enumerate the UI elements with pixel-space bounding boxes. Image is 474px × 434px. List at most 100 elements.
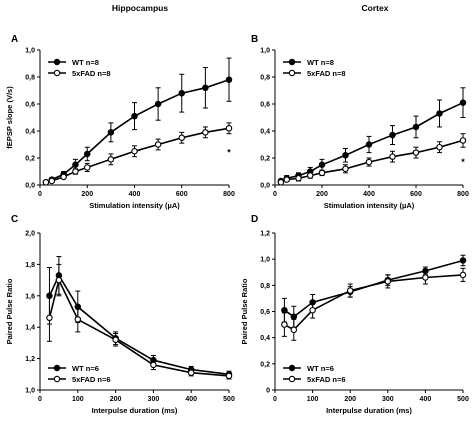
x-tick-label: 0 (273, 396, 277, 403)
panel-letter-b: B (251, 34, 258, 45)
y-tick-label: 1,6 (25, 293, 35, 300)
y-tick-label: 0,8 (25, 75, 35, 82)
data-point (131, 112, 138, 120)
data-point (46, 314, 53, 322)
y-tick-label: 1,2 (260, 231, 270, 238)
y-tick-label: 1,0 (25, 48, 35, 55)
data-point (154, 100, 162, 108)
legend-marker (53, 364, 61, 372)
legend: WT n=8 5xFAD n=8 (283, 58, 346, 78)
x-tick-label: 100 (307, 396, 319, 403)
data-point (281, 306, 288, 314)
data-point (290, 313, 298, 320)
y-tick-label: 1,0 (260, 257, 270, 264)
y-tick-label: 2,0 (25, 231, 35, 238)
series-5xfad (277, 133, 467, 186)
x-tick-label: 0 (273, 191, 277, 198)
significance-asterisk: * (461, 157, 465, 167)
x-tick-label: 100 (72, 396, 84, 403)
data-point (459, 99, 467, 106)
series-wt (46, 256, 233, 378)
data-point (412, 149, 420, 156)
data-point (72, 161, 79, 169)
x-tick-label: 200 (81, 191, 93, 198)
data-point (48, 177, 56, 185)
data-point (225, 76, 233, 83)
data-point (412, 123, 420, 131)
legend: WT n=6 5xFAD n=6 (283, 364, 346, 384)
x-tick-label: 500 (223, 396, 235, 403)
x-axis-title: Interpulse duration (ms) (92, 406, 178, 415)
y-tick-label: 0 (266, 388, 270, 395)
y-tick-label: 0,4 (260, 335, 270, 342)
x-axis-title: Stimulation intensity (µA) (89, 201, 180, 210)
legend-marker (53, 375, 61, 383)
x-tick-label: 300 (382, 396, 394, 403)
panel-letter-d: D (251, 214, 258, 225)
x-tick-label: 200 (316, 191, 328, 198)
data-point (306, 172, 314, 179)
x-axis-title: Stimulation intensity (µA) (324, 201, 415, 210)
legend-label: 5xFAD n=6 (307, 375, 346, 384)
column-header-cortex: Cortex (362, 3, 389, 13)
x-tick-label: 500 (457, 396, 469, 403)
data-point (178, 134, 186, 142)
x-tick-label: 400 (363, 191, 375, 198)
x-tick-label: 300 (148, 396, 160, 403)
legend-label: 5xFAD n=8 (72, 69, 111, 78)
data-point (107, 129, 115, 136)
data-point (346, 287, 354, 294)
x-tick-label: 600 (410, 191, 422, 198)
data-point (84, 150, 91, 158)
x-tick-label: 800 (223, 191, 235, 198)
data-point (277, 179, 285, 186)
x-tick-label: 400 (129, 191, 141, 198)
y-tick-label: 0,2 (25, 156, 35, 163)
data-point (365, 141, 373, 148)
panel-letter-c: C (11, 214, 18, 225)
legend-marker (288, 364, 296, 372)
legend: WT n=8 5xFAD n=8 (48, 58, 111, 78)
data-point (422, 274, 429, 281)
data-point (436, 110, 443, 117)
x-tick-label: 0 (38, 396, 42, 403)
x-tick-label: 800 (457, 191, 469, 198)
y-tick-label: 1,0 (260, 48, 270, 55)
y-axis-title: Paired Pulse Ratio (240, 278, 249, 344)
data-point (459, 271, 467, 279)
series-line (48, 277, 230, 377)
data-point (150, 361, 157, 369)
data-point (436, 143, 443, 151)
data-point (154, 141, 162, 148)
data-point (318, 169, 326, 177)
x-tick-label: 200 (344, 396, 356, 403)
y-tick-label: 0,0 (260, 183, 270, 190)
data-point (178, 89, 186, 97)
legend-marker (288, 69, 296, 77)
data-point (389, 131, 396, 139)
chart-panel-c: C 1,0 1,2 1,4 1,6 1,8 2,0 0 100 200 300 400 500 Inter… (5, 214, 235, 415)
series-5xfad (46, 263, 233, 380)
data-point (225, 372, 233, 380)
x-tick-label: 400 (420, 396, 432, 403)
data-point (187, 369, 195, 376)
y-tick-label: 0,4 (260, 129, 270, 136)
y-tick-label: 1,2 (25, 356, 35, 363)
data-point (202, 84, 209, 92)
chart-panel-a: A 0,0 0,2 0,4 0,6 0,8 1,0 0 200 400 600 800 Stimulat… (5, 34, 235, 210)
data-point (107, 156, 115, 163)
y-tick-label: 0,0 (25, 183, 35, 190)
y-axis-title: Paired Pulse Ratio (5, 278, 14, 344)
y-tick-label: 0,6 (25, 102, 35, 109)
legend-label: WT n=6 (307, 364, 334, 373)
legend-label: 5xFAD n=8 (307, 69, 346, 78)
data-point (60, 173, 67, 181)
legend-marker (288, 375, 296, 383)
x-axis-title: Interpulse duration (ms) (326, 406, 412, 415)
legend-label: 5xFAD n=6 (72, 375, 111, 384)
y-tick-label: 0,2 (260, 156, 270, 163)
data-point (342, 165, 349, 173)
data-point (459, 137, 467, 144)
y-tick-label: 0,8 (260, 283, 270, 290)
data-point (55, 276, 63, 284)
